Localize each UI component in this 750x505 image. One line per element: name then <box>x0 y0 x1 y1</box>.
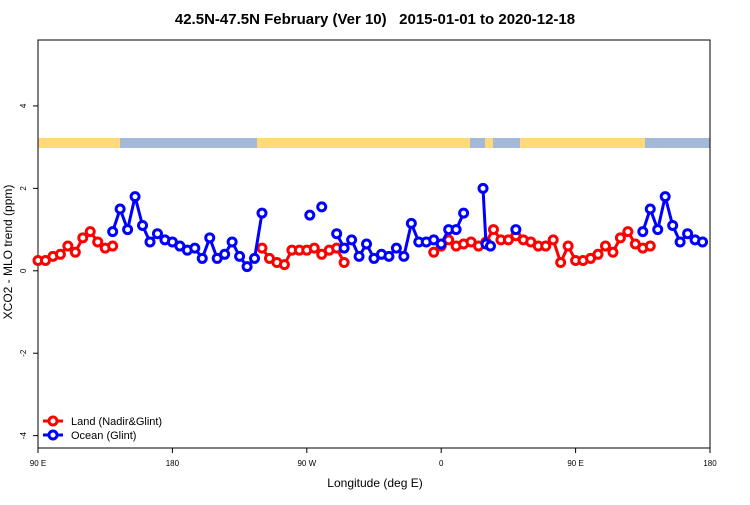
point <box>316 201 328 213</box>
point <box>667 219 679 231</box>
point <box>697 236 709 248</box>
point <box>256 207 268 219</box>
legend-label: Land (Nadir&Glint) <box>71 416 162 428</box>
point <box>390 242 402 254</box>
point <box>189 242 201 254</box>
point <box>256 242 268 254</box>
point <box>107 240 119 252</box>
x-tick-label: 90 E <box>30 459 46 468</box>
point <box>304 209 316 221</box>
point <box>659 191 671 203</box>
point <box>477 182 489 194</box>
point <box>458 207 470 219</box>
point <box>353 250 365 262</box>
x-tick-label: 180 <box>703 459 717 468</box>
point <box>338 242 350 254</box>
point <box>92 236 104 248</box>
point <box>129 191 141 203</box>
y-tick-label: 0 <box>19 268 28 273</box>
point <box>196 252 208 264</box>
point <box>77 232 89 244</box>
point <box>151 228 163 240</box>
point <box>555 257 567 269</box>
point <box>652 224 664 236</box>
point <box>144 236 156 248</box>
point <box>398 250 410 262</box>
point <box>137 219 149 231</box>
point <box>562 240 574 252</box>
point <box>204 232 216 244</box>
point <box>450 224 462 236</box>
point <box>622 226 634 238</box>
x-tick-label: 90 E <box>567 459 583 468</box>
legend-marker <box>47 429 59 441</box>
point <box>226 236 238 248</box>
point <box>107 226 119 238</box>
point <box>62 240 74 252</box>
y-axis-label: XCO2 - MLO trend (ppm) <box>1 185 15 320</box>
point <box>592 248 604 260</box>
point <box>308 242 320 254</box>
point <box>249 252 261 264</box>
x-tick-label: 180 <box>166 459 180 468</box>
point <box>219 248 231 260</box>
point <box>682 228 694 240</box>
point <box>487 224 499 236</box>
point <box>599 240 611 252</box>
point <box>614 232 626 244</box>
y-tick-label: 4 <box>19 103 28 108</box>
y-tick-label: 2 <box>19 186 28 191</box>
point <box>234 250 246 262</box>
point <box>405 217 417 229</box>
point <box>644 240 656 252</box>
surface-band <box>38 138 710 148</box>
point <box>54 248 66 260</box>
point <box>547 234 559 246</box>
point <box>428 246 440 258</box>
point <box>122 224 134 236</box>
point <box>484 240 496 252</box>
point <box>383 250 395 262</box>
point <box>84 226 96 238</box>
point <box>338 257 350 269</box>
y-tick-label: -4 <box>19 432 28 440</box>
point <box>241 261 253 273</box>
point <box>435 238 447 250</box>
y-tick-label: -2 <box>19 349 28 357</box>
plot-frame <box>37 39 711 449</box>
point <box>644 203 656 215</box>
x-tick-label: 0 <box>439 459 444 468</box>
point <box>69 246 81 258</box>
point <box>346 234 358 246</box>
legend-label: Ocean (Glint) <box>71 430 136 442</box>
point <box>607 246 619 258</box>
point <box>674 236 686 248</box>
x-axis-label: Longitude (deg E) <box>327 476 422 490</box>
point <box>510 224 522 236</box>
chart-title: 42.5N-47.5N February (Ver 10) 2015-01-01… <box>175 11 575 28</box>
x-tick-label: 90 W <box>297 459 316 468</box>
point <box>637 226 649 238</box>
point <box>278 259 290 271</box>
point <box>331 228 343 240</box>
legend-marker <box>47 415 59 427</box>
point <box>114 203 126 215</box>
point <box>540 240 552 252</box>
point <box>361 238 373 250</box>
